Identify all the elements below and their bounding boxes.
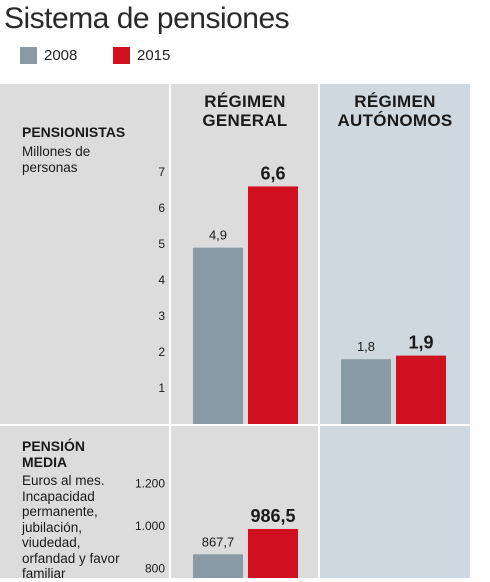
bar-1-general-2008: [193, 247, 243, 424]
legend-item-2015: 2015: [113, 47, 170, 64]
section-subtitle-pension-media: Euros al mes. Incapacidad permanente, ju…: [22, 473, 120, 581]
legend-label-2015: 2015: [137, 47, 171, 64]
panel-background-autonomos: [320, 84, 470, 578]
y-tick-label-2-2: 1.200: [135, 477, 165, 491]
y-tick-label-1-1: 2: [158, 345, 165, 359]
legend-label-2008: 2008: [44, 47, 78, 64]
bar-1-general-2015: [248, 186, 298, 424]
y-tick-label-1-5: 6: [158, 201, 165, 215]
legend-swatch-2008: [20, 47, 37, 64]
section-divider: [0, 424, 470, 426]
y-tick-label-1-3: 4: [158, 273, 165, 287]
label-column-divider: [169, 84, 171, 578]
data-label-2-general-2015: 986,5: [250, 506, 295, 526]
y-tick-label-1-0: 1: [158, 381, 165, 395]
y-tick-label-2-1: 1.000: [135, 519, 165, 533]
legend-swatch-2015: [113, 47, 130, 64]
y-tick-label-1-6: 7: [158, 165, 165, 179]
section-title-pension-media: PENSIÓN MEDIA: [22, 438, 86, 470]
y-tick-label-1-4: 5: [158, 237, 165, 251]
data-label-1-autonomos-2008: 1,8: [357, 339, 375, 354]
data-label-2-general-2008: 867,7: [202, 534, 235, 549]
column-header-general: RÉGIMEN GENERAL: [202, 92, 288, 130]
section-title-pensionistas: PENSIONISTAS: [22, 124, 126, 140]
chart-title: Sistema de pensiones: [4, 2, 290, 35]
data-label-1-general-2015: 6,6: [260, 163, 285, 183]
bar-1-autonomos-2008: [341, 359, 391, 424]
bar-1-autonomos-2015: [396, 355, 446, 424]
section-subtitle-pensionistas: Millones de personas: [22, 144, 91, 175]
bar-2-general-2008: [193, 554, 243, 578]
data-label-1-autonomos-2015: 1,9: [408, 333, 433, 353]
bar-2-general-2015: [248, 528, 298, 578]
y-tick-label-1-2: 3: [158, 309, 165, 323]
data-label-1-general-2008: 4,9: [209, 228, 227, 243]
y-tick-label-2-0: 800: [145, 562, 165, 576]
column-header-autonomos: RÉGIMEN AUTÓNOMOS: [337, 92, 453, 130]
legend-item-2008: 2008: [20, 47, 77, 64]
